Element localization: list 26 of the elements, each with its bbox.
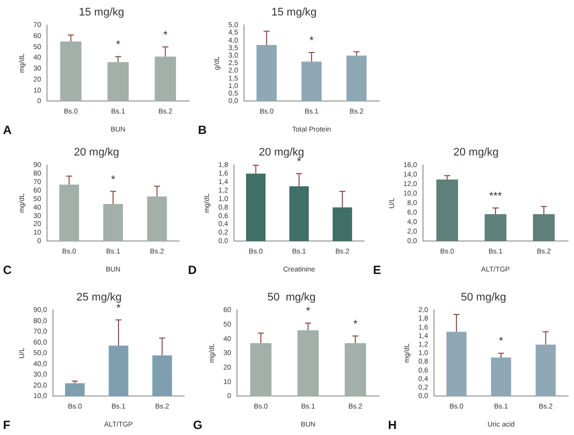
text: H [388, 418, 397, 432]
annotation: * [116, 39, 121, 52]
annotation: * [353, 318, 358, 331]
annotation: * [110, 174, 116, 186]
annotation: *** [489, 190, 503, 202]
chart-title: 20 mg/kg [258, 146, 304, 159]
chart-title: 15 mg/kg [78, 6, 124, 19]
text: A [3, 123, 12, 137]
text: E [373, 263, 382, 277]
chart-title: 25 mg/kg [76, 292, 122, 304]
chart-title: 50 mg/kg [267, 292, 316, 304]
text: G [193, 418, 202, 432]
chart-title: 15 mg/kg [271, 6, 317, 19]
annotation: * [498, 336, 504, 348]
annotation: * [116, 302, 122, 314]
annotation: * [163, 29, 168, 42]
annotation: * [309, 35, 314, 48]
chart-title: 20 mg/kg [453, 146, 499, 159]
annotation: * [296, 156, 302, 168]
annotation: * [306, 306, 311, 318]
chart-title: 20 mg/kg [74, 146, 120, 159]
text: D [188, 263, 197, 277]
text: C [3, 263, 12, 277]
text: F [3, 418, 10, 432]
text: B [198, 123, 207, 137]
chart-title: 50 mg/kg [460, 292, 506, 304]
